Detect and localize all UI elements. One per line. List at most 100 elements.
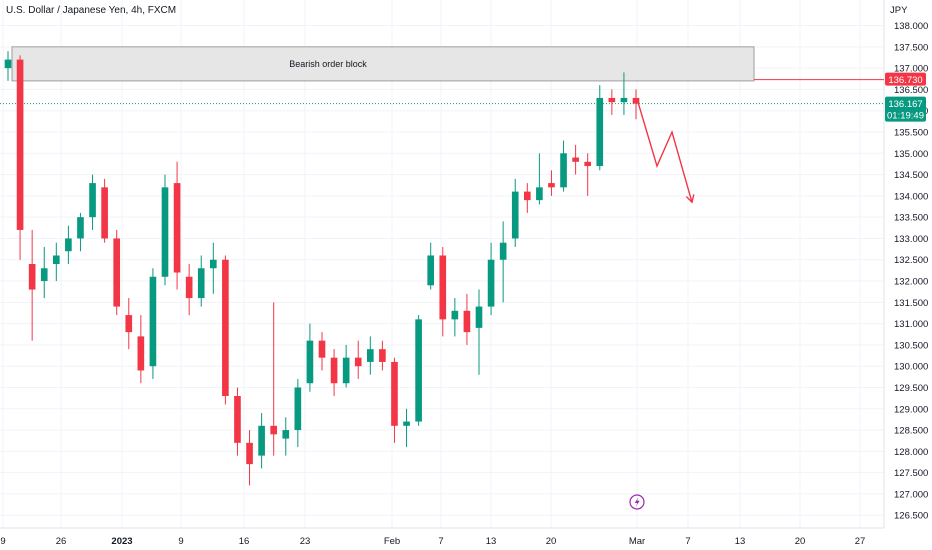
candle-body [149, 276, 157, 367]
candle-body [523, 191, 531, 201]
candle-body [463, 310, 471, 333]
candle-body [234, 396, 241, 443]
candle-body [511, 191, 519, 239]
candle-body [536, 187, 543, 201]
y-tick-label: 137.500 [894, 42, 928, 53]
y-tick-label: 135.500 [894, 128, 928, 139]
zone-price-label: 136.730 [888, 75, 922, 86]
y-tick-label: 134.000 [894, 191, 928, 202]
candle-body [137, 336, 145, 371]
y-tick-label: 137.000 [894, 64, 928, 75]
x-tick-label: 20 [795, 536, 806, 547]
y-tick-label: 128.500 [894, 426, 928, 437]
candle-body [125, 315, 133, 333]
candle-body [28, 264, 36, 290]
x-tick-label: 9 [0, 536, 5, 547]
candle-body [113, 238, 121, 307]
candle-body [330, 357, 338, 384]
y-tick-label: 136.500 [894, 85, 928, 96]
x-tick-label: 7 [685, 536, 690, 547]
y-tick-label: 131.500 [894, 298, 928, 309]
y-tick-label: 129.500 [894, 383, 928, 394]
candle-body [632, 97, 640, 104]
candle-body [584, 161, 592, 167]
candle-body [379, 349, 386, 362]
x-tick-label: 9 [178, 536, 183, 547]
candle-body [572, 157, 579, 162]
candle-body [366, 349, 374, 362]
y-tick-label: 133.000 [894, 234, 928, 245]
candle-body [560, 153, 567, 188]
y-tick-label: 127.000 [894, 489, 928, 500]
y-tick-label: 132.500 [894, 255, 928, 266]
candle-body [354, 357, 362, 367]
candle-body [427, 255, 435, 286]
candle-body [548, 183, 555, 188]
candle-body [65, 238, 72, 252]
zone-price-badge: 136.730 [885, 72, 926, 86]
candle-body [52, 255, 60, 264]
current-price-label: 136.167 [888, 99, 922, 110]
candle-body [185, 276, 193, 299]
x-tick-label: 23 [300, 536, 311, 547]
candle-body [608, 97, 616, 103]
y-tick-label: 128.000 [894, 447, 928, 458]
x-tick-label: 13 [486, 536, 497, 547]
order-block-zone[interactable] [11, 46, 755, 82]
x-tick-label: 26 [56, 536, 67, 547]
candle-body [342, 357, 350, 384]
candle-body [77, 217, 84, 239]
candle-body [439, 255, 447, 320]
y-tick-label: 138.000 [894, 21, 928, 32]
candles [4, 51, 640, 486]
y-tick-label: 134.500 [894, 170, 928, 181]
candle-body [282, 430, 290, 439]
x-axis[interactable]: 9 26 2023 9 16 23 Feb 7 13 20 Mar 7 13 20 27 [0, 536, 865, 547]
candle-body [258, 425, 265, 456]
candle-body [487, 259, 495, 307]
x-tick-label: 2023 [111, 536, 132, 547]
candle-body [475, 306, 483, 328]
order-block-label: Bearish order block [289, 59, 367, 69]
x-tick-label: 13 [735, 536, 746, 547]
x-tick-label: Mar [629, 536, 645, 547]
y-tick-label: 132.000 [894, 277, 928, 288]
y-tick-label: 131.000 [894, 319, 928, 330]
projection-arrowhead [685, 194, 695, 204]
candle-body [4, 59, 12, 69]
x-tick-label: Feb [384, 536, 400, 547]
candle-body [306, 340, 314, 384]
current-price-badge: 136.167 01:19:49 [885, 96, 926, 122]
lightning-icon[interactable] [629, 494, 645, 510]
candle-body [16, 59, 24, 230]
candle-body [415, 319, 422, 422]
y-axis[interactable]: 126.500 127.000 127.500 128.000 128.500 129.0… [894, 21, 928, 522]
projection-arrow[interactable] [637, 101, 693, 203]
candle-body [197, 268, 205, 299]
y-tick-label: 135.000 [894, 149, 928, 160]
countdown-label: 01:19:49 [887, 111, 924, 122]
y-tick-label: 130.000 [894, 362, 928, 373]
candle-body [499, 242, 507, 260]
candle-body [40, 268, 48, 282]
candle-body [222, 259, 229, 396]
candle-body [318, 340, 326, 358]
candle-body [89, 183, 96, 218]
candle-body [173, 183, 181, 273]
y-tick-label: 126.500 [894, 511, 928, 522]
y-tick-label: 127.500 [894, 468, 928, 479]
y-tick-label: 133.500 [894, 213, 928, 224]
candle-body [403, 421, 410, 426]
x-tick-label: 27 [855, 536, 866, 547]
chart-title: U.S. Dollar / Japanese Yen, 4h, FXCM [6, 5, 176, 16]
candle-body [391, 361, 398, 426]
candle-body [596, 97, 604, 167]
y-tick-label: 130.500 [894, 340, 928, 351]
x-tick-label: 16 [239, 536, 250, 547]
candle-body [294, 387, 302, 431]
candle-body [270, 425, 278, 435]
candle-body [101, 187, 108, 239]
currency-unit: JPY [890, 5, 908, 16]
candle-body [451, 310, 459, 320]
